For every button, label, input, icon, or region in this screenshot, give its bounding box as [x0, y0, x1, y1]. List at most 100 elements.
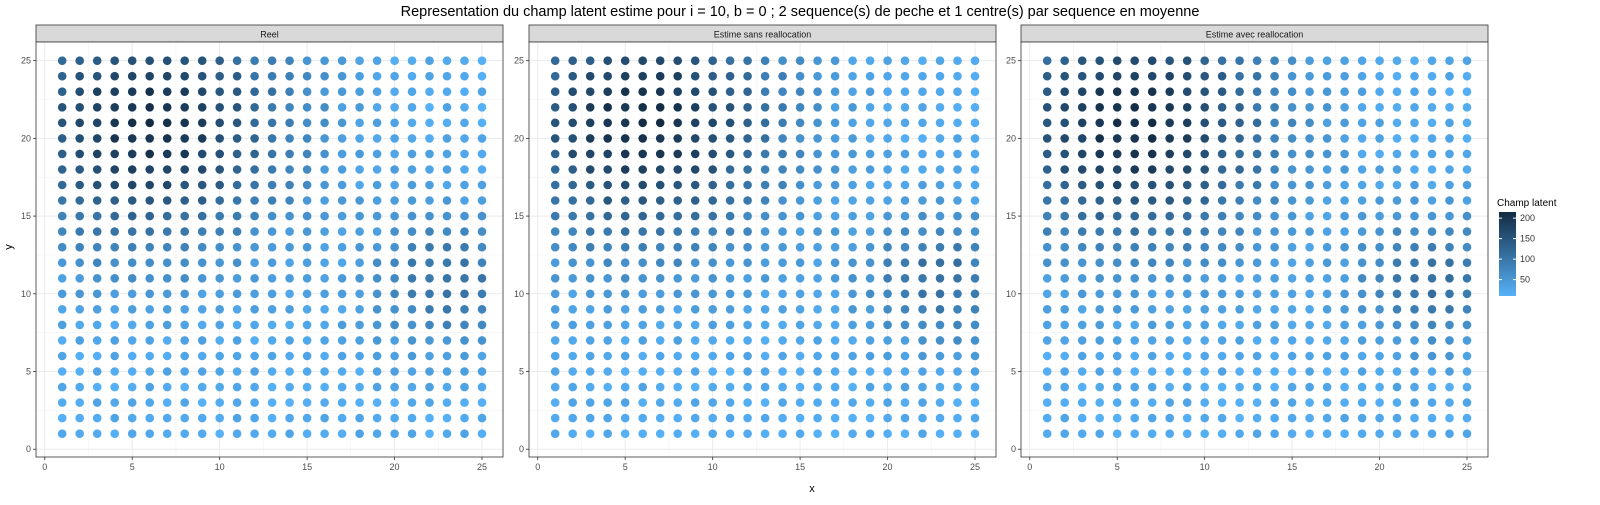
data-point [638, 305, 647, 314]
data-point [372, 71, 382, 81]
data-point [848, 149, 857, 159]
data-point [585, 258, 595, 268]
data-point [1060, 134, 1069, 143]
data-point [1445, 274, 1454, 283]
data-point [215, 56, 224, 65]
data-point [795, 242, 805, 252]
data-point [75, 103, 84, 112]
data-point [337, 336, 347, 345]
data-point [302, 413, 312, 423]
data-point [970, 242, 980, 252]
data-point [1112, 118, 1122, 128]
data-point [75, 196, 84, 205]
data-point [690, 180, 700, 190]
data-point [1060, 320, 1069, 330]
data-point [337, 398, 347, 407]
data-point [585, 336, 595, 345]
data-point [1322, 413, 1332, 423]
data-point [145, 305, 154, 314]
data-point [1305, 242, 1314, 252]
data-point [673, 118, 682, 128]
data-point [162, 56, 172, 65]
data-point [302, 56, 312, 65]
data-point [302, 429, 312, 439]
data-point [320, 274, 329, 283]
data-point [550, 56, 560, 65]
data-point [1462, 398, 1472, 407]
data-point [760, 134, 770, 143]
data-point [830, 258, 840, 268]
data-point [725, 227, 735, 236]
data-point [285, 429, 294, 439]
data-point [848, 305, 857, 314]
data-point [865, 258, 875, 268]
data-point [953, 211, 962, 221]
data-point [460, 398, 469, 407]
data-point [1375, 413, 1384, 423]
data-point [813, 413, 822, 423]
data-point [1340, 227, 1349, 236]
data-point [180, 429, 189, 439]
data-point [285, 398, 294, 407]
data-point [232, 71, 242, 81]
data-point [92, 429, 102, 439]
data-point [57, 305, 67, 314]
data-point [1042, 103, 1052, 112]
data-point [145, 87, 154, 96]
data-point [1165, 320, 1174, 330]
data-point [442, 134, 452, 143]
data-point [1165, 305, 1174, 314]
x-tick-label: 5 [1115, 462, 1120, 472]
data-point [568, 305, 577, 314]
data-point [900, 274, 910, 283]
data-point [865, 56, 875, 65]
data-point [848, 71, 857, 81]
data-point [75, 258, 84, 268]
data-point [1252, 227, 1262, 236]
data-point [1305, 196, 1314, 205]
data-point [935, 103, 945, 112]
data-point [1375, 134, 1384, 143]
data-point [267, 196, 277, 205]
data-point [1147, 382, 1157, 392]
y-axis-label: y [3, 244, 15, 250]
data-point [1270, 429, 1279, 439]
data-point [708, 242, 717, 252]
data-point [1042, 227, 1052, 236]
data-point [57, 149, 67, 159]
data-point [162, 274, 172, 283]
data-point [935, 289, 945, 299]
data-point [1270, 367, 1279, 376]
data-point [1077, 134, 1087, 143]
data-point [690, 336, 700, 345]
data-point [585, 56, 595, 65]
data-point [460, 227, 469, 236]
data-point [1060, 258, 1069, 268]
data-point [918, 149, 927, 159]
data-point [918, 398, 927, 407]
data-point [197, 211, 207, 221]
data-point [1042, 336, 1052, 345]
data-point [1305, 398, 1314, 407]
data-point [162, 367, 172, 376]
data-point [1305, 336, 1314, 345]
data-point [603, 118, 612, 128]
data-point [442, 118, 452, 128]
data-point [477, 211, 487, 221]
data-point [725, 336, 735, 345]
data-point [1357, 180, 1367, 190]
data-point [865, 211, 875, 221]
data-point [690, 382, 700, 392]
data-point [390, 320, 399, 330]
data-point [1077, 103, 1087, 112]
data-point [953, 227, 962, 236]
data-point [813, 134, 822, 143]
data-point [197, 134, 207, 143]
data-point [1287, 398, 1297, 407]
data-point [778, 103, 787, 112]
data-point [848, 180, 857, 190]
data-point [743, 305, 752, 314]
data-point [1340, 320, 1349, 330]
data-point [215, 103, 224, 112]
data-point [407, 118, 417, 128]
